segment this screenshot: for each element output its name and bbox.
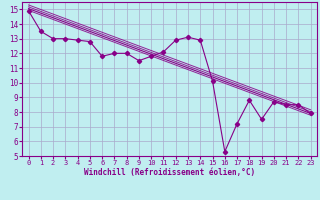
X-axis label: Windchill (Refroidissement éolien,°C): Windchill (Refroidissement éolien,°C) bbox=[84, 168, 255, 177]
